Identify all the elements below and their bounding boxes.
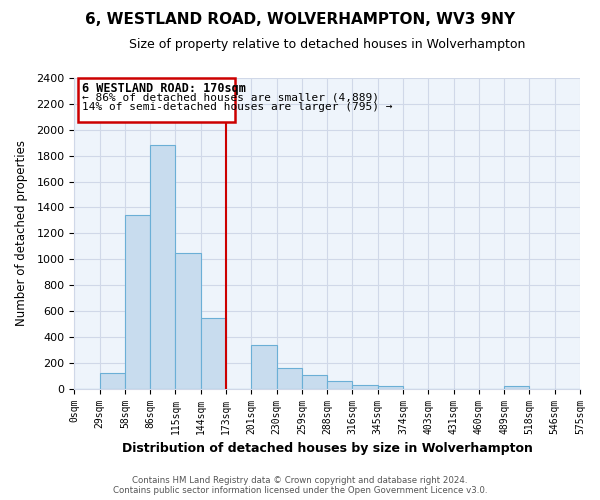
Text: ← 86% of detached houses are smaller (4,889): ← 86% of detached houses are smaller (4,… [82, 92, 379, 102]
Bar [251, 346, 277, 389]
Bar [327, 381, 352, 388]
Text: 6 WESTLAND ROAD: 170sqm: 6 WESTLAND ROAD: 170sqm [82, 82, 246, 95]
Bar [352, 385, 378, 388]
FancyBboxPatch shape [78, 78, 235, 122]
Text: 14% of semi-detached houses are larger (795) →: 14% of semi-detached houses are larger (… [82, 102, 392, 112]
Bar [378, 386, 403, 388]
Bar [201, 318, 226, 388]
Bar [302, 375, 327, 388]
Bar [175, 253, 201, 388]
Bar [277, 368, 302, 388]
Bar [125, 216, 150, 388]
X-axis label: Distribution of detached houses by size in Wolverhampton: Distribution of detached houses by size … [122, 442, 533, 455]
Text: Contains HM Land Registry data © Crown copyright and database right 2024.
Contai: Contains HM Land Registry data © Crown c… [113, 476, 487, 495]
Title: Size of property relative to detached houses in Wolverhampton: Size of property relative to detached ho… [129, 38, 526, 51]
Y-axis label: Number of detached properties: Number of detached properties [15, 140, 28, 326]
Bar [150, 146, 175, 388]
Text: 6, WESTLAND ROAD, WOLVERHAMPTON, WV3 9NY: 6, WESTLAND ROAD, WOLVERHAMPTON, WV3 9NY [85, 12, 515, 28]
Bar [100, 373, 125, 388]
Bar [504, 386, 529, 388]
